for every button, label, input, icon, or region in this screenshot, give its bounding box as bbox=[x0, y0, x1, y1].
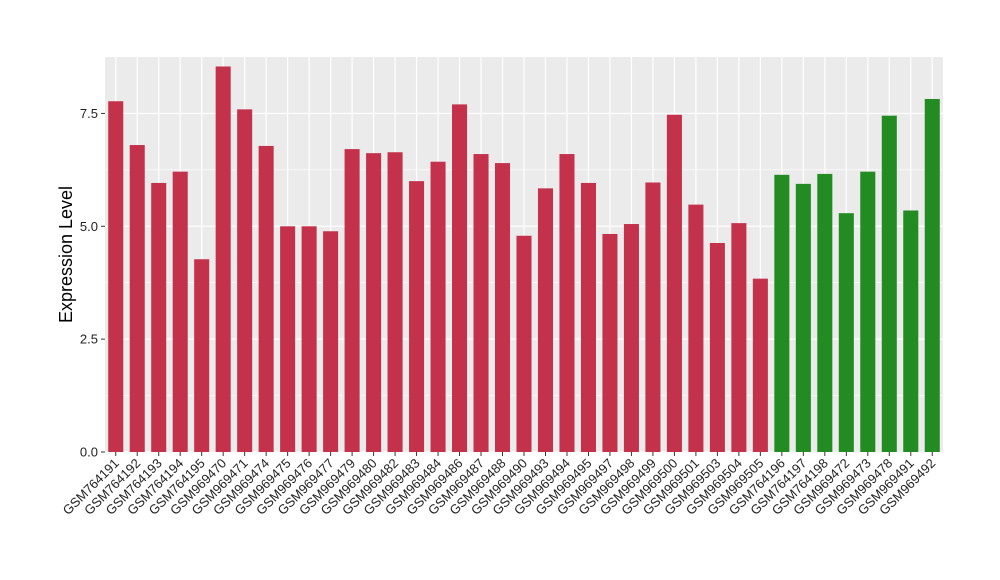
bar-GSM969501 bbox=[688, 204, 704, 452]
y-tick-label: 0.0 bbox=[80, 445, 98, 460]
bar-GSM969476 bbox=[301, 226, 317, 452]
bar-GSM969505 bbox=[752, 278, 768, 452]
bar-GSM969484 bbox=[430, 161, 446, 452]
bar-GSM969504 bbox=[731, 223, 747, 452]
bar-GSM969494 bbox=[559, 154, 575, 453]
bar-GSM969477 bbox=[323, 231, 339, 452]
bar-GSM764193 bbox=[151, 182, 167, 452]
x-axis: GSM764191GSM764192GSM764193GSM764194GSM7… bbox=[60, 452, 938, 518]
bar-GSM969487 bbox=[473, 154, 489, 453]
bar-GSM969500 bbox=[666, 114, 682, 452]
bar-GSM969480 bbox=[366, 153, 382, 452]
bar-GSM969493 bbox=[537, 188, 554, 452]
bar-GSM969471 bbox=[237, 109, 253, 452]
bar-GSM969482 bbox=[387, 152, 403, 452]
bar-GSM969491 bbox=[903, 210, 919, 452]
bar-GSM969492 bbox=[924, 98, 940, 453]
bar-GSM764196 bbox=[774, 174, 790, 452]
bar-GSM969478 bbox=[881, 115, 897, 452]
bar-GSM969470 bbox=[215, 66, 231, 452]
bar-GSM969475 bbox=[280, 226, 296, 452]
bar-GSM764198 bbox=[817, 173, 833, 453]
bar-GSM969488 bbox=[494, 163, 511, 453]
y-tick-label: 2.5 bbox=[80, 332, 98, 347]
bar-GSM969495 bbox=[580, 182, 596, 452]
bar-GSM969490 bbox=[516, 235, 532, 452]
bars bbox=[108, 66, 940, 453]
bar-GSM969497 bbox=[602, 233, 618, 452]
bar-GSM764191 bbox=[108, 101, 124, 453]
bar-GSM969472 bbox=[838, 213, 854, 452]
y-tick-label: 5.0 bbox=[80, 219, 98, 234]
bar-GSM969474 bbox=[258, 145, 274, 452]
bar-GSM764195 bbox=[194, 259, 210, 452]
y-axis: 0.0 2.5 5.0 7.5 bbox=[80, 106, 105, 460]
bar-GSM764192 bbox=[129, 145, 145, 452]
bar-GSM764194 bbox=[172, 171, 188, 453]
y-tick-label: 7.5 bbox=[80, 106, 98, 121]
bar-GSM969483 bbox=[409, 181, 425, 452]
bar-GSM969503 bbox=[709, 242, 725, 452]
y-axis-title: Expression Level bbox=[56, 186, 76, 323]
bar-GSM764197 bbox=[795, 183, 811, 452]
bar-GSM969486 bbox=[452, 104, 468, 453]
bar-GSM969499 bbox=[645, 182, 661, 453]
bar-GSM969473 bbox=[860, 171, 876, 453]
bar-GSM969498 bbox=[623, 224, 639, 452]
bar-GSM969479 bbox=[344, 149, 360, 452]
